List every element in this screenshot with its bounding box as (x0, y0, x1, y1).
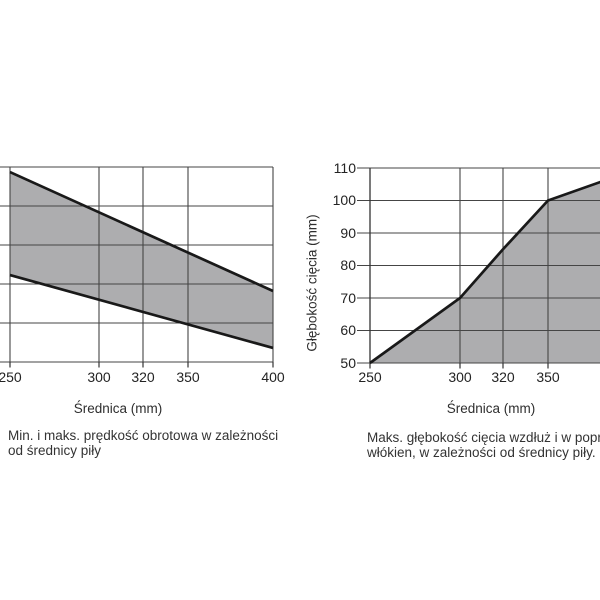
left-chart-caption: Min. i maks. prędkość obrotowa w zależno… (8, 428, 278, 458)
left-x-tick-label: 350 (176, 369, 200, 385)
right-x-tick-label: 350 (536, 369, 560, 385)
right-chart-depth-line (369, 180, 600, 365)
right-x-axis-title: Średnica (mm) (446, 401, 536, 416)
left-chart-max-speed-line (9, 170, 274, 293)
right-y-tick-label: 90 (340, 224, 356, 241)
right-x-tick-label: 300 (448, 369, 472, 385)
right-y-tick-label: 70 (340, 289, 356, 306)
right-caption-line: włókien, w zależności od średnicy piły. (367, 445, 596, 461)
right-y-tick-label: 60 (340, 322, 356, 338)
right-chart-area-fill (370, 182, 600, 363)
right-y-axis-title: Głębokość cięcia (mm) (304, 214, 320, 352)
right-caption-line: Maks. głębokość cięcia wzdłuż i w poprze… (367, 430, 600, 445)
right-x-tick-label: 320 (491, 369, 515, 385)
right-y-tick-label: 50 (340, 354, 356, 371)
right-x-tick-label: 250 (358, 369, 382, 385)
left-x-tick-label: 300 (87, 369, 111, 385)
right-y-tick-label: 110 (333, 159, 356, 176)
left-caption-line: Min. i maks. prędkość obrotowa w zależno… (8, 428, 279, 443)
left-chart-band-fill (10, 172, 273, 348)
left-x-axis-title: Średnica (mm) (73, 401, 163, 416)
left-x-tick-label: 250 (0, 369, 22, 385)
right-y-tick-label: 100 (332, 192, 356, 208)
left-x-tick-label: 320 (131, 369, 155, 385)
left-chart-min-speed-line (9, 273, 274, 350)
right-y-tick-label: 80 (340, 257, 356, 273)
right-chart-caption: Maks. głębokość cięcia wzdłuż i w poprze… (367, 430, 600, 460)
left-x-tick-label: 400 (261, 369, 285, 385)
left-caption-line: od średnicy piły (8, 443, 102, 459)
